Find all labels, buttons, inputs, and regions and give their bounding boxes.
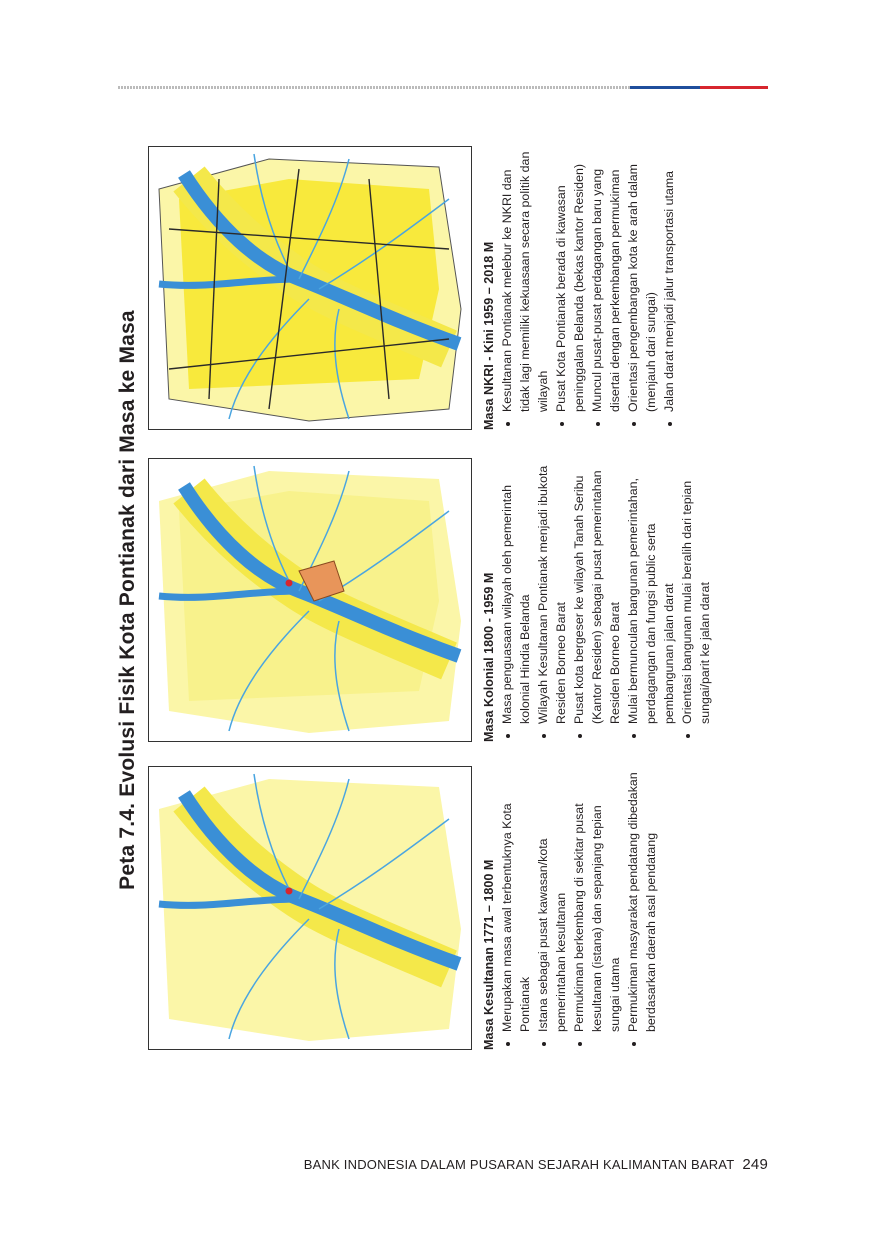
panel-heading: Masa Kesultanan 1771 – 1800 M: [482, 859, 496, 1050]
canal: [298, 778, 350, 900]
bullet: Muncul pusat-pusat perdagangan baru yang…: [588, 146, 624, 412]
canal: [253, 465, 290, 582]
istana: [285, 579, 293, 587]
map: [148, 146, 472, 430]
panel: Masa Kesultanan 1771 – 1800 MMerupakan m…: [148, 766, 660, 1050]
map: [148, 458, 472, 742]
bullet: Pusat Kota Pontianak berada di kawasan p…: [552, 146, 588, 412]
river-branch: [158, 275, 300, 289]
bullet: Masa penguasaan wilayah oleh pemerintah …: [498, 458, 534, 724]
bullet: Jalan darat menjadi jalur transportasi u…: [660, 146, 678, 412]
page-number: 249: [742, 1156, 768, 1173]
panel-text: Masa Kesultanan 1771 – 1800 MMerupakan m…: [480, 766, 660, 1050]
canal: [253, 773, 290, 890]
bullet-list: Masa penguasaan wilayah oleh pemerintah …: [498, 458, 714, 742]
canal: [334, 308, 350, 420]
canal: [253, 153, 290, 270]
panel: Masa Kolonial 1800 - 1959 MMasa penguasa…: [148, 458, 714, 742]
road: [368, 178, 390, 400]
bullet: Permukiman berkembang di sekitar pusat k…: [570, 766, 624, 1032]
bullet-list: Kesultanan Pontianak melebur ke NKRI dan…: [498, 146, 678, 430]
bullet: Orientasi pengembangan kota ke arah dala…: [624, 146, 660, 412]
canal: [228, 918, 310, 1040]
map: [148, 766, 472, 1050]
river-branch: [158, 895, 300, 909]
bullet: Permukiman masyarakat pendatang dibedaka…: [624, 766, 660, 1032]
figure-title: Peta 7.4. Evolusi Fisik Kota Pontianak d…: [116, 310, 139, 890]
header-rule-blue: [630, 86, 700, 89]
canal: [298, 158, 350, 280]
canal: [334, 620, 350, 732]
panel-heading: Masa Kolonial 1800 - 1959 M: [482, 572, 496, 742]
footer-text: BANK INDONESIA DALAM PUSARAN SEJARAH KAL…: [303, 1157, 735, 1172]
panel: Masa NKRI - Kini 1959 – 2018 MKesultanan…: [148, 146, 678, 430]
road: [208, 178, 220, 400]
road: [268, 168, 300, 410]
header-rule-red: [700, 86, 768, 89]
road: [168, 338, 450, 370]
canal: [318, 818, 450, 910]
panel-text: Masa NKRI - Kini 1959 – 2018 MKesultanan…: [480, 146, 678, 430]
bullet: Orientasi bangunan mulai beralih dari te…: [678, 458, 714, 724]
panel-text: Masa Kolonial 1800 - 1959 MMasa penguasa…: [480, 458, 714, 742]
bullet-list: Merupakan masa awal terbentuknya Kota Po…: [498, 766, 660, 1050]
canal: [228, 610, 310, 732]
bullet: Pusat kota bergeser ke wilayah Tanah Ser…: [570, 458, 624, 724]
footer: BANK INDONESIA DALAM PUSARAN SEJARAH KAL…: [304, 1156, 768, 1173]
bullet: Wilayah Kesultanan Pontianak menjadi ibu…: [534, 458, 570, 724]
bullet: Kesultanan Pontianak melebur ke NKRI dan…: [498, 146, 552, 412]
rotated-figure: Peta 7.4. Evolusi Fisik Kota Pontianak d…: [110, 140, 770, 1060]
road: [168, 228, 450, 250]
panel-heading: Masa NKRI - Kini 1959 – 2018 M: [482, 241, 496, 430]
header-rule: [118, 86, 630, 89]
bullet: Mulai bermunculan bangunan pemerintahan,…: [624, 458, 678, 724]
river-branch: [158, 587, 300, 601]
istana: [285, 887, 293, 895]
residen-area: [298, 560, 345, 602]
bullet: Istana sebagai pusat kawasan/kota pemeri…: [534, 766, 570, 1032]
bullet: Merupakan masa awal terbentuknya Kota Po…: [498, 766, 534, 1032]
canal: [334, 928, 350, 1040]
